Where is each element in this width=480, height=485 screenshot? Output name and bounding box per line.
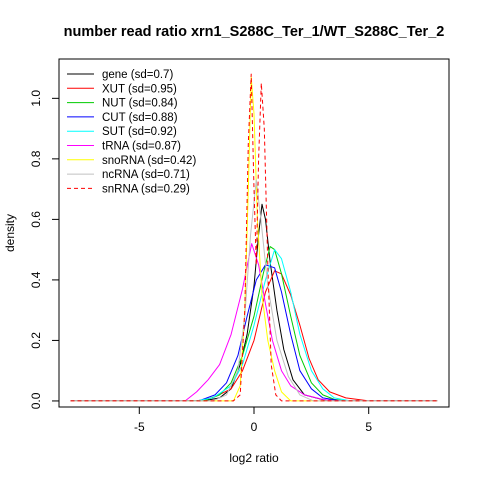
x-tick-label: 0 bbox=[251, 420, 258, 434]
y-axis-label: density bbox=[3, 214, 17, 252]
x-axis-label: log2 ratio bbox=[229, 451, 279, 465]
legend-label: snoRNA (sd=0.42) bbox=[102, 155, 196, 167]
series-line bbox=[70, 73, 438, 402]
y-tick-label: 0.8 bbox=[29, 150, 43, 167]
legend-label: CUT (sd=0.88) bbox=[102, 112, 178, 124]
y-tick-label: 0.2 bbox=[29, 332, 43, 349]
legend-label: NUT (sd=0.84) bbox=[102, 98, 178, 110]
chart-title: number read ratio xrn1_S288C_Ter_1/WT_S2… bbox=[64, 24, 445, 40]
series-line bbox=[70, 243, 438, 402]
plot-frame bbox=[58, 58, 450, 408]
y-tick-label: 0.6 bbox=[29, 211, 43, 228]
series-line bbox=[70, 249, 438, 402]
legend: gene (sd=0.7) XUT (sd=0.95) NUT (sd=0.84) C… bbox=[67, 69, 196, 195]
y-tick-label: 0.0 bbox=[29, 392, 43, 409]
legend-label: XUT (sd=0.95) bbox=[102, 83, 177, 95]
y-tick-label: 0.4 bbox=[29, 271, 43, 288]
x-tick-label: 5 bbox=[365, 420, 372, 434]
series-line bbox=[70, 179, 438, 402]
legend-label: ncRNA (sd=0.71) bbox=[102, 169, 190, 181]
x-tick-label: -5 bbox=[134, 420, 145, 434]
series-lines bbox=[70, 73, 438, 402]
legend-label: tRNA (sd=0.87) bbox=[102, 141, 181, 153]
legend-label: gene (sd=0.7) bbox=[102, 69, 173, 81]
legend-label: snRNA (sd=0.29) bbox=[102, 183, 190, 195]
series-line bbox=[70, 76, 438, 402]
y-tick-label: 1.0 bbox=[29, 90, 43, 107]
legend-label: SUT (sd=0.92) bbox=[102, 126, 177, 138]
